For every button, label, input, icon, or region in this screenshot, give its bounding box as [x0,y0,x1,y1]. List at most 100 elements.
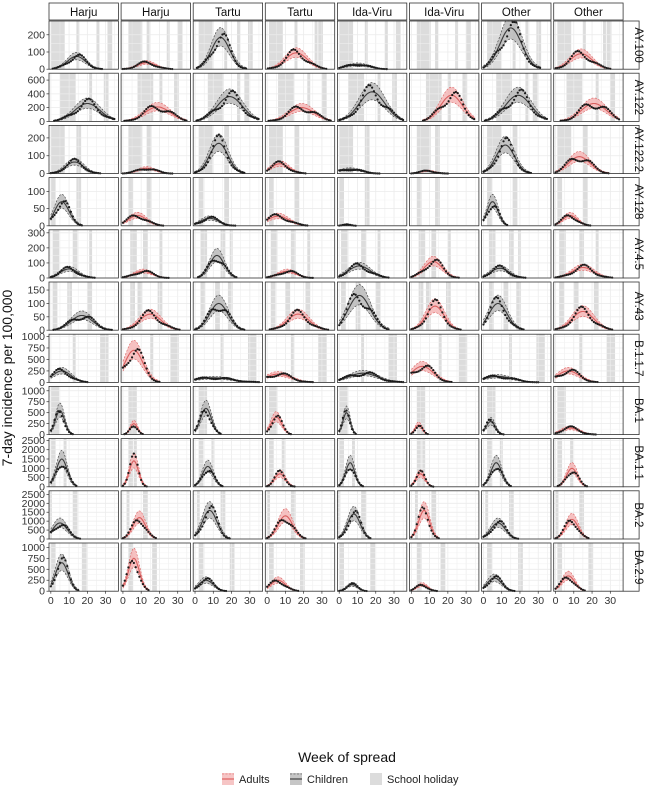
data-point [60,202,63,205]
data-point [273,418,276,421]
data-point [150,104,153,108]
ribbon-lower [411,517,439,539]
data-point [430,366,433,369]
data-point [203,219,206,222]
y-tick-label-1-3: 600 [27,75,45,87]
data-point [197,326,200,329]
ribbon-upper [122,339,160,381]
data-point [371,65,374,68]
holiday-band [516,282,522,331]
data-point [372,311,376,315]
data-point [450,325,453,328]
data-point [224,34,228,37]
data-point [437,376,440,379]
panel-5-0 [48,281,119,331]
data-point [509,321,512,324]
data-point [66,428,69,431]
data-point [202,271,205,274]
holiday-band [603,21,606,70]
data-point [289,108,292,111]
data-point [266,375,269,378]
y-tick-label-5-2: 100 [27,298,45,310]
data-point [219,588,222,592]
data-point [378,101,381,104]
data-point [209,110,213,113]
data-point [213,259,216,262]
y-tick-label-2-1: 100 [27,150,45,162]
data-point [149,375,152,378]
data-point [365,534,368,537]
holiday-band [157,282,163,331]
data-point [60,524,63,527]
data-point [482,586,485,589]
data-point [410,328,413,331]
data-point [502,44,505,47]
data-point [489,166,492,169]
data-point [554,587,557,590]
data-point [537,66,540,69]
data-point [585,223,588,226]
data-point [587,159,590,162]
data-point [283,114,287,118]
data-point [511,274,514,277]
data-point [304,110,307,113]
panel-border [120,177,191,227]
data-point [617,118,621,121]
panel-7-2 [192,385,263,436]
data-point [354,583,357,586]
data-point [338,118,341,122]
data-point [168,110,172,113]
y-tick-label-9-5: 2500 [22,489,46,501]
data-point [600,64,603,67]
data-point [285,56,288,59]
data-point [339,274,343,277]
data-point [380,103,383,106]
data-point [452,91,456,94]
x-tick-label-7-3: 30 [604,595,616,607]
data-point [339,118,343,121]
data-point [280,518,283,522]
data-point [556,170,559,173]
data-point [306,60,310,64]
data-point [271,213,274,217]
ribbon-upper [411,255,459,278]
data-point [433,259,437,262]
data-point [502,266,505,269]
data-point [559,218,563,221]
data-point [237,98,240,101]
holiday-band [220,229,226,278]
ribbon-lower [422,102,476,122]
ribbon-upper [560,97,620,121]
data-point [341,588,344,592]
data-point [154,380,157,383]
data-point [147,371,150,375]
data-point [156,223,159,226]
data-point [439,306,442,309]
data-point [73,157,76,160]
x-tick-label-3-0: 0 [264,595,270,607]
data-point [74,111,78,114]
data-point [215,217,219,221]
data-point [273,274,276,277]
data-point [527,100,530,103]
data-point [75,536,78,539]
data-point [338,169,341,172]
data-point [227,269,231,272]
data-point [341,376,344,380]
data-point [77,160,80,163]
data-point [295,50,299,53]
panel-9-1 [120,490,191,540]
data-point [489,530,492,534]
data-point [127,471,130,475]
data-point [75,271,78,275]
data-point [64,200,67,203]
fit-line [560,102,620,122]
data-point [276,521,280,524]
data-point [64,372,67,375]
data-point [349,63,352,67]
holiday-band [290,334,294,383]
holiday-band [422,438,426,487]
data-point [426,481,429,484]
data-point [443,379,446,382]
data-point [581,376,585,379]
